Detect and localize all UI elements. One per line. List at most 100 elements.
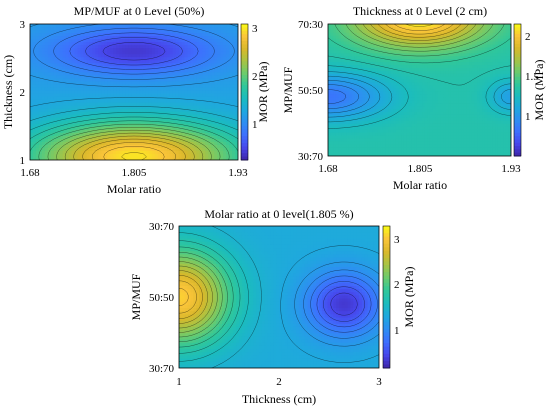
heatmap-cell [98,147,102,152]
heatmap-cell [175,24,180,28]
heatmap-cell [172,81,177,86]
heatmap-cell [148,93,153,98]
heatmap-cell [190,141,195,146]
heatmap-cell [71,111,76,116]
heatmap-cell [330,26,334,31]
heatmap-cell [505,73,509,78]
heatmap-cell [38,72,43,76]
heatmap-cell [190,90,195,95]
heatmap-cell [110,60,114,64]
heatmap-cell [338,70,342,75]
heatmap-cell [232,57,236,61]
heatmap-cell [411,94,415,98]
heatmap-cell [50,48,55,52]
heatmap-cell [220,60,224,64]
heatmap-cell [160,150,165,155]
heatmap-cell [101,33,105,37]
heatmap-cell [199,24,203,28]
heatmap-cell [346,24,350,28]
heatmap-cell [98,42,102,46]
heatmap-cell [32,63,37,67]
heatmap-cell [184,90,189,95]
heatmap-cell [163,129,168,134]
heatmap-cell [142,51,147,55]
heatmap-cell [217,48,221,52]
heatmap-cell [110,33,114,37]
heatmap-cell [98,93,102,98]
heatmap-cell [361,94,366,98]
heatmap-cell [89,39,93,43]
heatmap-cell [41,66,46,70]
heatmap-cell [440,70,444,75]
heatmap-cell [199,126,203,131]
heatmap-cell [122,75,126,79]
heatmap-cell [369,32,374,37]
heatmap-cell [172,102,177,107]
heatmap-cell [157,105,162,110]
heatmap-cell [50,102,55,107]
heatmap-cell [235,24,238,28]
heatmap-cell [208,72,212,76]
heatmap-cell [416,24,421,28]
heatmap-cell [92,141,96,146]
heatmap-cell [338,79,342,84]
heatmap-cell [151,45,156,49]
heatmap-cell [77,96,82,101]
heatmap-cell [217,81,221,86]
heatmap-cell [490,79,494,84]
heatmap-cell [385,29,389,34]
heatmap-cell [184,48,189,52]
heatmap-cell [380,44,384,49]
heatmap-cell [128,39,132,43]
heatmap-cell [196,99,200,104]
heatmap-cell [214,138,218,143]
heatmap-cell [232,129,236,134]
heatmap-cell [461,24,465,28]
heatmap-cell [181,57,186,61]
heatmap-cell [445,76,449,81]
heatmap-cell [35,72,40,76]
heatmap-cell [139,129,144,134]
heatmap-cell [393,32,397,37]
heatmap-cell [461,53,465,57]
heatmap-cell [508,76,511,81]
heatmap-cell [367,76,371,81]
heatmap-cell [490,59,494,63]
heatmap-cell [361,56,366,60]
heatmap-cell [151,141,156,146]
heatmap-cell [403,97,408,101]
heatmap-cell [35,27,40,31]
heatmap-cell [226,108,230,113]
heatmap-cell [116,39,120,43]
heatmap-cell [56,144,61,149]
heatmap-cell [175,48,180,52]
heatmap-cell [181,87,186,92]
heatmap-cell [427,26,431,31]
heatmap-cell [71,156,76,160]
heatmap-cell [101,81,105,86]
heatmap-cell [208,78,212,83]
heatmap-cell [178,78,183,83]
heatmap-cell [484,59,489,63]
heatmap-cell [346,91,350,95]
heatmap-cell [62,90,67,95]
heatmap-cell [119,99,123,104]
heatmap-cell [403,26,408,31]
heatmap-cell [86,108,91,113]
heatmap-cell [202,72,206,76]
heatmap-cell [422,59,426,63]
heatmap-cell [377,47,381,51]
heatmap-cell [104,90,108,95]
heatmap-cell [229,153,233,158]
heatmap-cell [107,114,111,119]
heatmap-cell [448,82,452,87]
heatmap-cell [497,68,502,72]
heatmap-cell [359,65,363,69]
heatmap-cell [443,82,447,87]
heatmap-cell [95,51,99,55]
heatmap-cell [190,120,195,125]
heatmap-cell [364,91,368,95]
heatmap-cell [65,150,70,155]
heatmap-cell [351,76,355,81]
heatmap-cell [223,78,227,83]
